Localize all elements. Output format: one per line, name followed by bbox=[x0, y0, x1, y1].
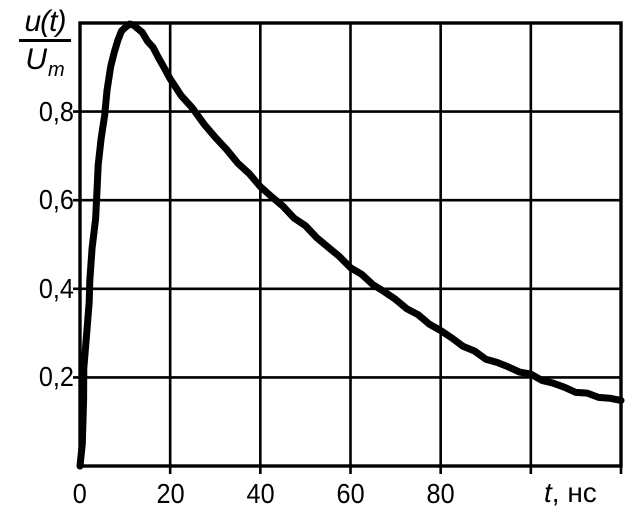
x-tick-label: 40 bbox=[246, 478, 275, 509]
y-axis-label-denominator: Um bbox=[16, 42, 74, 87]
x-axis-unit: , нс bbox=[551, 477, 597, 508]
denominator-symbol: U bbox=[25, 43, 47, 76]
x-tick-label: 60 bbox=[336, 478, 365, 509]
x-tick-label: 0 bbox=[72, 478, 88, 509]
plot-border bbox=[78, 21, 623, 468]
y-axis-label: u(t) Um bbox=[16, 5, 74, 87]
signal-curve bbox=[76, 20, 625, 470]
y-tick-label: 0,2 bbox=[38, 361, 74, 393]
x-tick-label: 80 bbox=[426, 478, 455, 509]
fraction-bar-line bbox=[19, 39, 71, 42]
x-axis-variable: t bbox=[544, 477, 552, 508]
x-tick-label: 20 bbox=[156, 478, 185, 509]
y-tick-label: 0,4 bbox=[38, 272, 74, 304]
x-axis-label: t, нс bbox=[544, 478, 597, 508]
y-tick-label: 0,8 bbox=[38, 95, 74, 127]
y-tick-label: 0,6 bbox=[38, 184, 74, 216]
y-axis-label-numerator: u(t) bbox=[24, 5, 67, 38]
denominator-subscript: m bbox=[48, 59, 65, 81]
